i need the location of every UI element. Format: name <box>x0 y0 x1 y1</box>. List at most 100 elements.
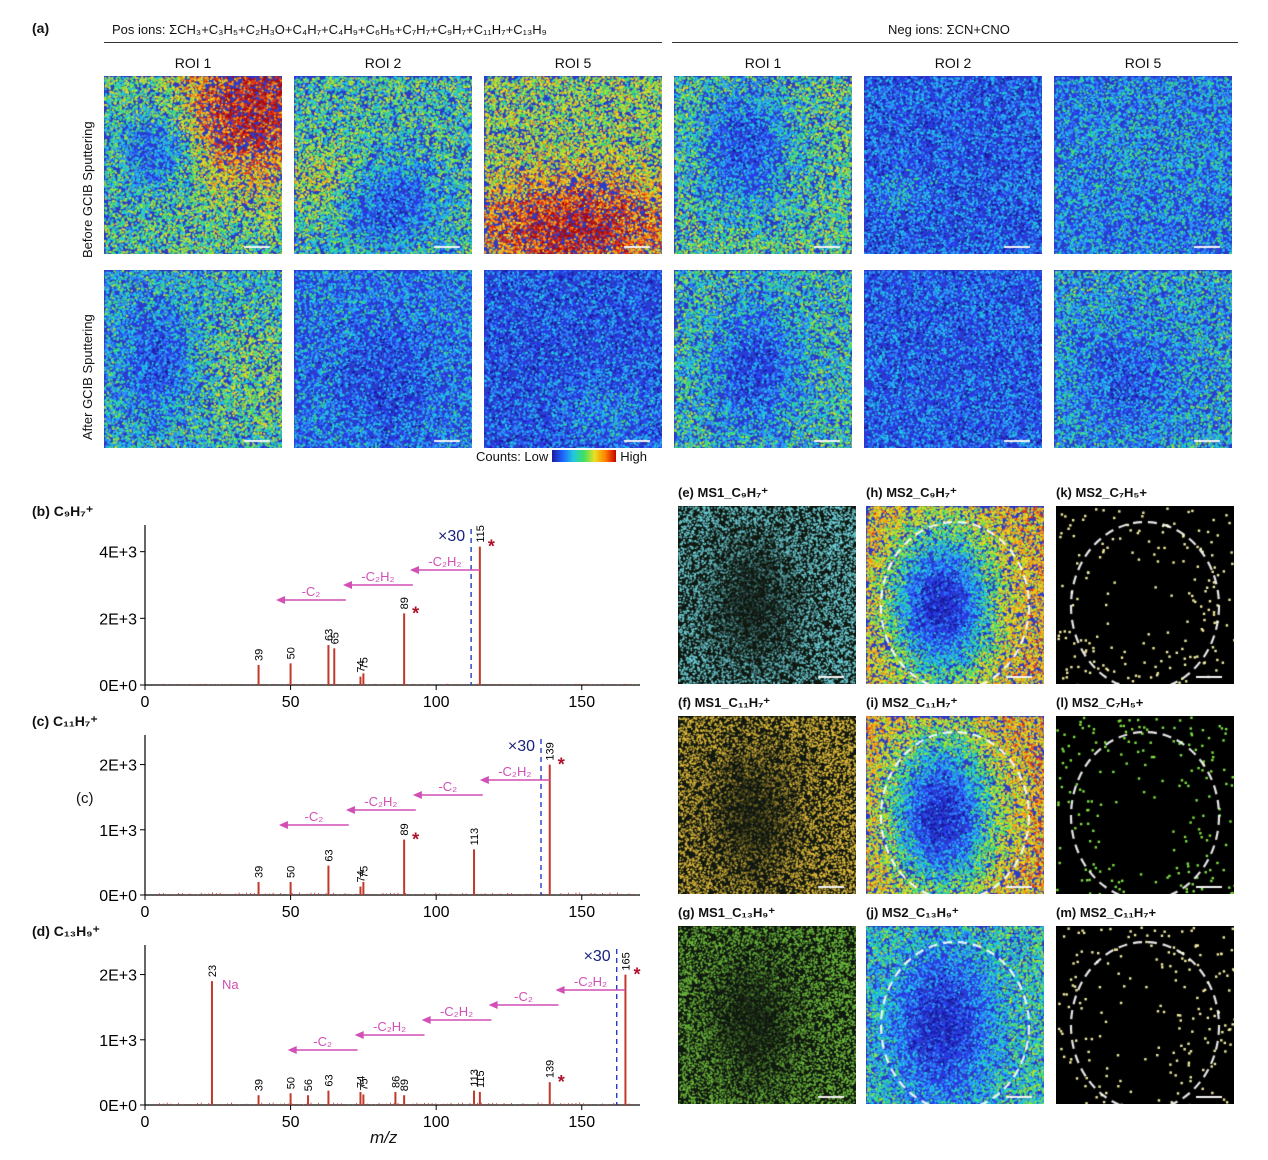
loss-arrowhead <box>345 806 355 814</box>
loss-arrowhead <box>354 1031 364 1039</box>
star-marker: * <box>633 965 640 985</box>
loss-label: -C₂ <box>438 779 457 794</box>
loss-label: -C₂ <box>304 809 323 824</box>
y-tick-label: 1E+3 <box>99 823 137 840</box>
peak-label: 115 <box>475 525 487 543</box>
y-tick-label: 2E+3 <box>99 611 137 628</box>
colorbar-gradient <box>552 450 617 462</box>
ion-image-before <box>294 76 472 254</box>
peak-label: 56 <box>303 1079 315 1091</box>
x-tick-label: 100 <box>423 694 450 711</box>
spectrum-d-title: (d) C₁₃H₉⁺ <box>32 923 100 939</box>
peak-label: 50 <box>286 1077 298 1089</box>
roi-label: ROI 2 <box>364 55 402 71</box>
x-tick-label: 0 <box>141 1114 150 1131</box>
roi-label: ROI 5 <box>554 55 592 71</box>
loss-arrowhead <box>421 1016 431 1024</box>
loss-label: -C₂H₂ <box>361 569 394 584</box>
mass-spectra: 0E+0 2E+3 4E+3 0 50 100 150 39 50 63 65 74 75 89 * 115 *… <box>99 525 640 1131</box>
peak-label: 39 <box>254 1079 266 1091</box>
x-tick-label: 150 <box>568 1114 595 1131</box>
x-tick-label: 50 <box>282 694 300 711</box>
map-title: (l) MS2_C₇H₅+ <box>1056 695 1144 710</box>
magnify-label: ×30 <box>438 528 465 545</box>
roi-label: ROI 2 <box>934 55 972 71</box>
loss-arrowhead <box>488 1001 498 1009</box>
roi-label: ROI 1 <box>744 55 782 71</box>
ion-image-before <box>484 76 662 254</box>
peak-label: 89 <box>399 1079 411 1091</box>
ion-map-jet <box>866 506 1044 684</box>
y-tick-label: 0E+0 <box>99 678 137 695</box>
peak-label: 139 <box>545 1060 557 1078</box>
map-title: (k) MS2_C₇H₅+ <box>1056 485 1147 500</box>
xaxis-label: m/z <box>370 1128 398 1147</box>
loss-arrowhead <box>276 596 286 604</box>
map-title: (h) MS2_C₉H₇⁺ <box>866 485 957 500</box>
loss-arrowhead <box>343 581 352 589</box>
loss-label: -C₂ <box>514 989 533 1004</box>
y-tick-label: 4E+3 <box>99 545 137 562</box>
loss-label: -C₂ <box>302 584 321 599</box>
map-title: (e) MS1_C₉H₇⁺ <box>678 485 769 500</box>
peak-label: 74 <box>355 870 367 882</box>
loss-arrowhead <box>287 1046 297 1054</box>
peak-label: 115 <box>475 1070 487 1088</box>
ion-map-jet-dark <box>866 926 1044 1104</box>
map-title: (f) MS1_C₁₁H₇⁺ <box>678 695 771 710</box>
star-marker: * <box>412 603 419 623</box>
star-marker: * <box>558 755 565 775</box>
peak-label: 75 <box>358 657 370 669</box>
ion-image-after <box>294 270 472 448</box>
peak-label: 113 <box>469 1069 481 1087</box>
ion-image-after <box>864 270 1042 448</box>
peak-label: 39 <box>254 649 266 661</box>
neg-ions-header: Neg ions: ΣCN+CNO <box>888 22 1010 37</box>
peak-label: 74 <box>355 1076 367 1088</box>
loss-label: -C₂H₂ <box>428 554 461 569</box>
x-tick-label: 0 <box>141 904 150 921</box>
peak-label: 63 <box>323 849 335 861</box>
colorbar-low-label: Counts: Low <box>476 448 549 464</box>
y-tick-label: 2E+3 <box>99 758 137 775</box>
loss-label: -C₂H₂ <box>498 764 531 779</box>
spectrum-b-title: (b) C₉H₇⁺ <box>32 503 94 519</box>
na-label: Na <box>222 977 239 992</box>
x-tick-label: 50 <box>282 904 300 921</box>
peak-label: 86 <box>390 1076 402 1088</box>
loss-label: -C₂ <box>313 1034 332 1049</box>
loss-arrowhead <box>278 821 288 829</box>
ion-map-dots-yellow <box>1056 506 1234 684</box>
row-label-after: After GCIB Sputtering <box>80 314 95 440</box>
map-title: (i) MS2_C₁₁H₇⁺ <box>866 695 958 710</box>
ion-image-before <box>864 76 1042 254</box>
x-tick-label: 150 <box>568 904 595 921</box>
loss-arrowhead <box>409 566 419 574</box>
loss-label: -C₂H₂ <box>373 1019 406 1034</box>
ion-map-jet <box>866 716 1044 894</box>
ion-map-green <box>678 926 856 1104</box>
x-tick-label: 50 <box>282 1114 300 1131</box>
x-tick-label: 150 <box>568 694 595 711</box>
neg-header-rule <box>672 42 1238 43</box>
magnify-label: ×30 <box>508 738 535 755</box>
loss-label: -C₂H₂ <box>364 794 397 809</box>
ion-image-before <box>674 76 852 254</box>
peak-label: 113 <box>469 828 481 846</box>
peak-label: 89 <box>399 823 411 835</box>
peak-label: 139 <box>545 742 557 760</box>
loss-label: -C₂H₂ <box>440 1004 473 1019</box>
ion-image-before <box>1054 76 1232 254</box>
row-label-before: Before GCIB Sputtering <box>80 121 95 258</box>
x-tick-label: 0 <box>141 694 150 711</box>
ion-image-after <box>484 270 662 448</box>
peak-label: 63 <box>323 1074 335 1086</box>
ion-image-after <box>1054 270 1232 448</box>
x-tick-label: 100 <box>423 1114 450 1131</box>
panel-a-label: (a) <box>32 20 50 36</box>
peak-label: 65 <box>329 632 341 644</box>
ion-map-cyan <box>678 506 856 684</box>
loss-label: -C₂H₂ <box>574 974 607 989</box>
spectrum-c-inner-label: (c) <box>76 790 94 807</box>
colorbar-high-label: High <box>620 448 648 464</box>
